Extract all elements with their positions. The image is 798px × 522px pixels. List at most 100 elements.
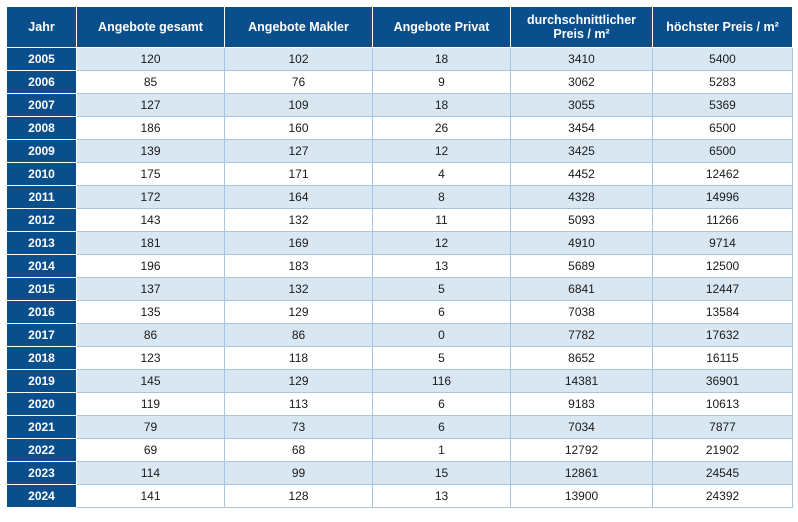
data-cell: 1 — [373, 439, 511, 462]
data-cell: 4 — [373, 163, 511, 186]
table-row: 201214313211509311266 — [7, 209, 793, 232]
table-row: 202311499151286124545 — [7, 462, 793, 485]
data-cell: 7877 — [653, 416, 793, 439]
data-cell: 169 — [225, 232, 373, 255]
data-cell: 3410 — [511, 48, 653, 71]
data-cell: 5369 — [653, 94, 793, 117]
data-cell: 171 — [225, 163, 373, 186]
table-row: 201786860778217632 — [7, 324, 793, 347]
data-cell: 5400 — [653, 48, 793, 71]
data-cell: 11266 — [653, 209, 793, 232]
year-cell: 2023 — [7, 462, 77, 485]
table-row: 20068576930625283 — [7, 71, 793, 94]
data-cell: 8 — [373, 186, 511, 209]
year-cell: 2005 — [7, 48, 77, 71]
data-cell: 128 — [225, 485, 373, 508]
data-cell: 73 — [225, 416, 373, 439]
data-cell: 5689 — [511, 255, 653, 278]
year-cell: 2021 — [7, 416, 77, 439]
year-cell: 2011 — [7, 186, 77, 209]
data-cell: 145 — [77, 370, 225, 393]
data-cell: 5283 — [653, 71, 793, 94]
year-cell: 2014 — [7, 255, 77, 278]
table-row: 20181231185865216115 — [7, 347, 793, 370]
table-row: 20071271091830555369 — [7, 94, 793, 117]
data-cell: 6 — [373, 301, 511, 324]
year-cell: 2008 — [7, 117, 77, 140]
table-row: 20161351296703813584 — [7, 301, 793, 324]
col-header-durchschnittlicher-preis: durchschnittlicher Preis / m² — [511, 7, 653, 48]
table-body: 2005120102183410540020068576930625283200… — [7, 48, 793, 508]
data-cell: 86 — [225, 324, 373, 347]
data-cell: 68 — [225, 439, 373, 462]
data-cell: 21902 — [653, 439, 793, 462]
data-cell: 85 — [77, 71, 225, 94]
data-cell: 123 — [77, 347, 225, 370]
year-cell: 2020 — [7, 393, 77, 416]
data-cell: 13 — [373, 485, 511, 508]
table-row: 20081861602634546500 — [7, 117, 793, 140]
data-cell: 137 — [77, 278, 225, 301]
data-cell: 99 — [225, 462, 373, 485]
data-cell: 4910 — [511, 232, 653, 255]
data-cell: 13584 — [653, 301, 793, 324]
data-cell: 160 — [225, 117, 373, 140]
data-cell: 0 — [373, 324, 511, 347]
table-row: 20101751714445212462 — [7, 163, 793, 186]
col-header-angebote-privat: Angebote Privat — [373, 7, 511, 48]
data-cell: 7038 — [511, 301, 653, 324]
year-cell: 2010 — [7, 163, 77, 186]
year-cell: 2019 — [7, 370, 77, 393]
data-cell: 6841 — [511, 278, 653, 301]
data-cell: 183 — [225, 255, 373, 278]
data-cell: 113 — [225, 393, 373, 416]
data-cell: 5093 — [511, 209, 653, 232]
data-cell: 3062 — [511, 71, 653, 94]
data-cell: 116 — [373, 370, 511, 393]
data-cell: 3425 — [511, 140, 653, 163]
data-cell: 186 — [77, 117, 225, 140]
table-row: 20111721648432814996 — [7, 186, 793, 209]
col-header-angebote-makler: Angebote Makler — [225, 7, 373, 48]
data-cell: 181 — [77, 232, 225, 255]
data-cell: 119 — [77, 393, 225, 416]
data-cell: 16115 — [653, 347, 793, 370]
data-cell: 6500 — [653, 117, 793, 140]
data-cell: 9183 — [511, 393, 653, 416]
data-cell: 79 — [77, 416, 225, 439]
data-cell: 5 — [373, 347, 511, 370]
col-header-jahr: Jahr — [7, 7, 77, 48]
year-cell: 2024 — [7, 485, 77, 508]
col-header-hoechster-preis: höchster Preis / m² — [653, 7, 793, 48]
data-cell: 127 — [225, 140, 373, 163]
price-table: Jahr Angebote gesamt Angebote Makler Ang… — [6, 6, 793, 508]
data-cell: 141 — [77, 485, 225, 508]
data-cell: 9 — [373, 71, 511, 94]
data-cell: 12 — [373, 232, 511, 255]
data-cell: 132 — [225, 209, 373, 232]
table-row: 20191451291161438136901 — [7, 370, 793, 393]
data-cell: 8652 — [511, 347, 653, 370]
data-cell: 86 — [77, 324, 225, 347]
data-cell: 17632 — [653, 324, 793, 347]
data-cell: 12861 — [511, 462, 653, 485]
data-cell: 12 — [373, 140, 511, 163]
year-cell: 2017 — [7, 324, 77, 347]
data-cell: 129 — [225, 370, 373, 393]
year-cell: 2007 — [7, 94, 77, 117]
data-cell: 132 — [225, 278, 373, 301]
data-cell: 14996 — [653, 186, 793, 209]
data-cell: 102 — [225, 48, 373, 71]
data-cell: 13 — [373, 255, 511, 278]
table-row: 2024141128131390024392 — [7, 485, 793, 508]
year-cell: 2022 — [7, 439, 77, 462]
data-cell: 10613 — [653, 393, 793, 416]
year-cell: 2018 — [7, 347, 77, 370]
table-row: 20091391271234256500 — [7, 140, 793, 163]
data-cell: 109 — [225, 94, 373, 117]
data-cell: 69 — [77, 439, 225, 462]
data-cell: 164 — [225, 186, 373, 209]
data-cell: 6 — [373, 416, 511, 439]
data-cell: 14381 — [511, 370, 653, 393]
table-row: 20131811691249109714 — [7, 232, 793, 255]
